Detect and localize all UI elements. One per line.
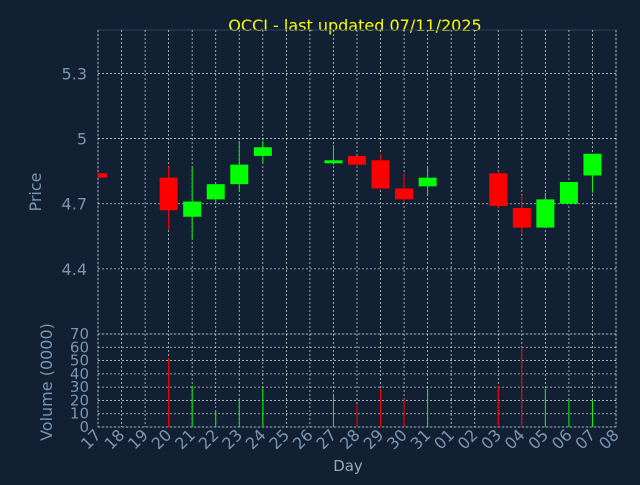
day-axis-label: Day [333, 457, 363, 475]
volume-axis-label: Volume (0000) [37, 323, 56, 441]
chart-title: OCCI - last updated 07/11/2025 [228, 16, 481, 35]
price-tick-label: 5.3 [62, 64, 87, 83]
price-tick-label: 4.4 [62, 260, 87, 279]
candlestick-series [97, 140, 602, 239]
candle-body [206, 184, 225, 200]
volume-tick-label: 50 [70, 352, 89, 370]
candle-body [583, 153, 602, 176]
candle-body [371, 160, 390, 189]
volume-bar-series [168, 347, 593, 427]
candle-body [348, 155, 366, 165]
volume-tick-label: 60 [70, 338, 89, 356]
price-tick-label: 5 [77, 130, 87, 149]
price-tick-label: 4.7 [62, 195, 87, 214]
price-y-ticks: 5.3 5 4.7 4.4 [62, 64, 87, 278]
candle-body [512, 208, 531, 228]
candle-body [418, 177, 437, 187]
volume-tick-label: 0 [79, 418, 89, 436]
price-axis-label: Price [26, 172, 45, 211]
volume-tick-label: 30 [70, 378, 89, 396]
candle-body [183, 201, 202, 217]
candle-body [98, 173, 107, 178]
volume-tick-label: 70 [70, 325, 89, 343]
candle-body [395, 188, 414, 200]
candle-body [253, 147, 272, 156]
volume-tick-label: 20 [70, 391, 89, 409]
candle-body [159, 177, 178, 211]
candle-body [230, 164, 249, 185]
day-x-ticks: 1718192021222324252627282930310102030405… [77, 425, 623, 453]
candle-body [559, 182, 578, 204]
volume-tick-label: 40 [70, 365, 89, 383]
volume-tick-label: 10 [70, 405, 89, 423]
candle-body [536, 199, 555, 228]
price-panel: 5.3 5 4.7 4.4 Price [26, 29, 617, 335]
candle-body [324, 160, 343, 164]
candle-body [489, 173, 508, 206]
